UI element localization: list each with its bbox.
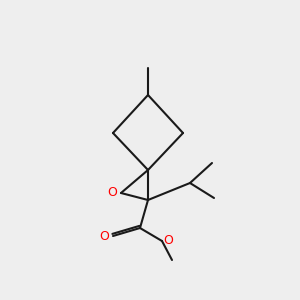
Text: O: O: [99, 230, 109, 242]
Text: O: O: [107, 187, 117, 200]
Text: O: O: [163, 235, 173, 248]
